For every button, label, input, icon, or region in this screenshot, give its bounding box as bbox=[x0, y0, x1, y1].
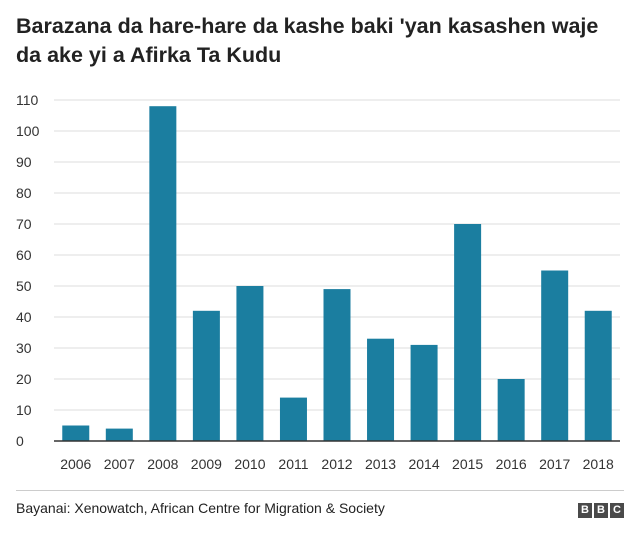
bar bbox=[192, 310, 220, 441]
bar bbox=[105, 428, 133, 441]
bbc-logo-letter: B bbox=[578, 503, 592, 518]
bbc-logo: B B C bbox=[578, 503, 624, 518]
x-tick-label: 2010 bbox=[234, 456, 265, 472]
x-tick-label: 2013 bbox=[365, 456, 396, 472]
x-tick-label: 2007 bbox=[104, 456, 135, 472]
y-tick-label: 110 bbox=[16, 92, 39, 108]
bar bbox=[410, 344, 438, 441]
bar bbox=[367, 338, 395, 441]
x-tick-label: 2009 bbox=[191, 456, 222, 472]
bar bbox=[62, 425, 90, 441]
y-tick-label: 50 bbox=[16, 278, 32, 294]
x-tick-label: 2017 bbox=[539, 456, 570, 472]
x-tick-label: 2012 bbox=[321, 456, 352, 472]
bar bbox=[541, 270, 569, 441]
bar bbox=[323, 289, 351, 441]
y-tick-label: 40 bbox=[16, 309, 32, 325]
y-tick-label: 30 bbox=[16, 340, 32, 356]
y-tick-label: 60 bbox=[16, 247, 32, 263]
x-tick-label: 2015 bbox=[452, 456, 483, 472]
footer-divider bbox=[16, 490, 624, 491]
y-tick-label: 0 bbox=[16, 433, 24, 449]
y-tick-label: 20 bbox=[16, 371, 32, 387]
bar bbox=[279, 397, 307, 441]
y-tick-label: 10 bbox=[16, 402, 32, 418]
bar bbox=[149, 106, 177, 441]
bar bbox=[497, 379, 525, 441]
x-tick-label: 2018 bbox=[583, 456, 614, 472]
x-tick-label: 2008 bbox=[147, 456, 178, 472]
bar bbox=[584, 310, 612, 441]
x-tick-label: 2014 bbox=[408, 456, 439, 472]
source-note: Bayanai: Xenowatch, African Centre for M… bbox=[16, 500, 385, 516]
bar bbox=[236, 286, 264, 441]
y-tick-label: 80 bbox=[16, 185, 32, 201]
x-tick-label: 2011 bbox=[278, 456, 308, 472]
chart-title: Barazana da hare-hare da kashe baki 'yan… bbox=[16, 14, 599, 67]
bbc-logo-letter: C bbox=[610, 503, 624, 518]
y-tick-label: 100 bbox=[16, 123, 40, 139]
x-tick-label: 2006 bbox=[60, 456, 91, 472]
bbc-logo-letter: B bbox=[594, 503, 608, 518]
bar bbox=[454, 224, 482, 441]
y-tick-label: 90 bbox=[16, 154, 32, 170]
y-tick-label: 70 bbox=[16, 216, 32, 232]
x-tick-label: 2016 bbox=[496, 456, 527, 472]
